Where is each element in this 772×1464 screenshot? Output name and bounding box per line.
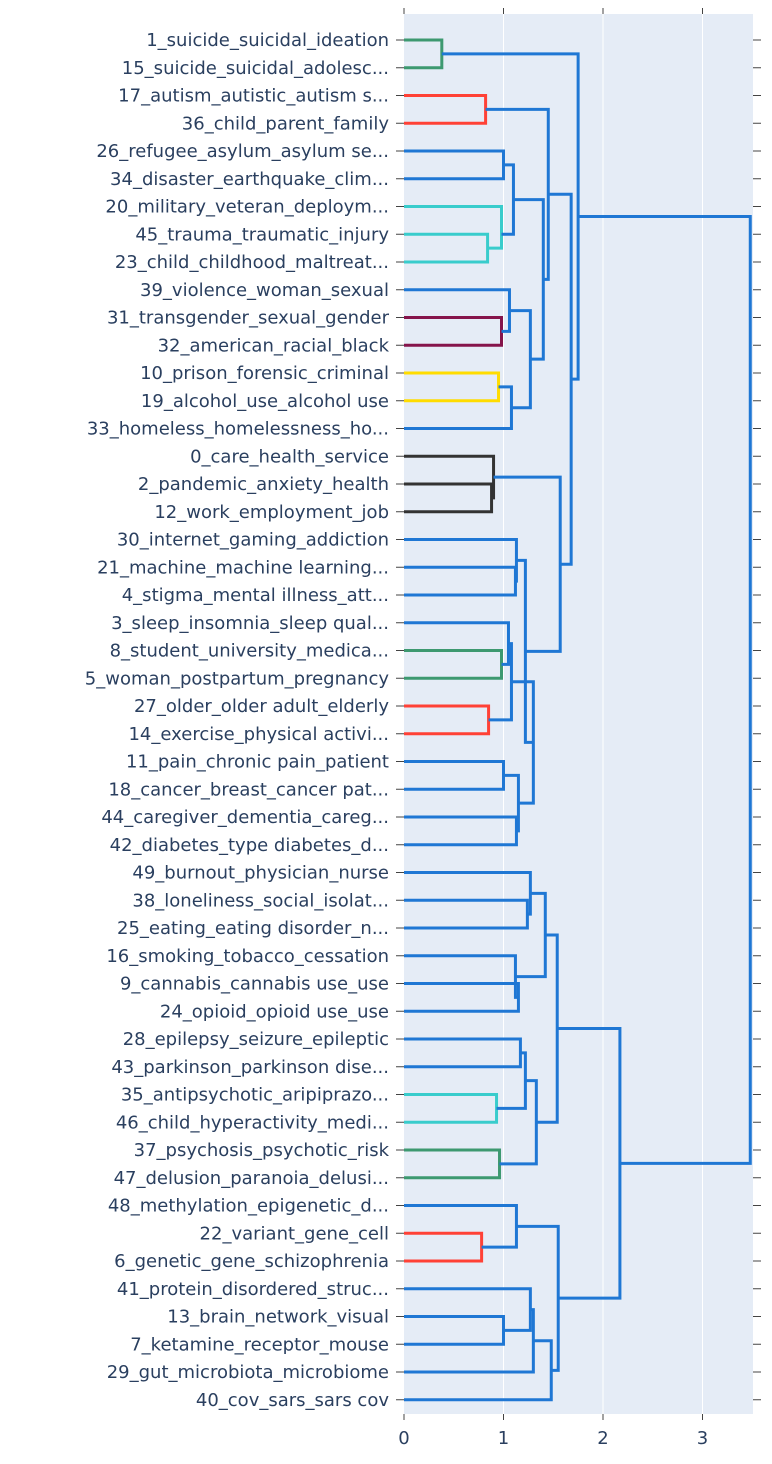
leaf-label: 23_child_childhood_maltreat... bbox=[115, 252, 389, 273]
leaf-label: 39_violence_woman_sexual bbox=[140, 280, 389, 301]
leaf-label: 37_psychosis_psychotic_risk bbox=[134, 1140, 390, 1161]
leaf-label: 4_stigma_mental illness_att... bbox=[122, 585, 389, 606]
leaf-label: 21_machine_machine learning... bbox=[97, 557, 389, 578]
leaf-label: 46_child_hyperactivity_medi... bbox=[116, 1112, 389, 1133]
dendrogram-link bbox=[578, 214, 752, 1165]
leaf-labels: 1_suicide_suicidal_ideation 15_suicide_su… bbox=[85, 30, 390, 1411]
leaf-label: 42_diabetes_type diabetes_d... bbox=[110, 835, 389, 856]
leaf-label: 29_gut_microbiota_microbiome bbox=[107, 1362, 389, 1383]
leaf-label: 2_pandemic_anxiety_health bbox=[138, 474, 389, 495]
leaf-label: 33_homeless_homelessness_ho... bbox=[87, 419, 389, 440]
leaf-ticks bbox=[396, 39, 761, 1401]
x-tick-label-1: 1 bbox=[498, 1428, 509, 1449]
leaf-label: 0_care_health_service bbox=[190, 446, 389, 467]
leaf-label: 49_burnout_physician_nurse bbox=[132, 863, 389, 884]
leaf-label: 15_suicide_suicidal_adolesc... bbox=[122, 58, 389, 79]
leaf-label: 9_cannabis_cannabis use_use bbox=[120, 974, 389, 995]
x-gridlines bbox=[503, 14, 703, 1414]
dendrogram-link bbox=[404, 205, 504, 250]
leaf-label: 10_prison_forensic_criminal bbox=[140, 363, 389, 384]
leaf-label: 25_eating_eating disorder_n... bbox=[117, 918, 389, 939]
leaf-label: 1_suicide_suicidal_ideation bbox=[146, 30, 389, 51]
leaf-label: 6_genetic_gene_schizophrenia bbox=[114, 1251, 389, 1272]
leaf-label: 24_opioid_opioid use_use bbox=[160, 1001, 389, 1022]
leaf-label: 43_parkinson_parkinson dise... bbox=[111, 1057, 389, 1078]
leaf-label: 28_epilepsy_seizure_epileptic bbox=[123, 1029, 389, 1050]
leaf-label: 16_smoking_tobacco_cessation bbox=[106, 946, 389, 967]
leaf-label: 40_cov_sars_sars cov bbox=[196, 1390, 389, 1411]
leaf-label: 22_variant_gene_cell bbox=[200, 1223, 389, 1244]
leaf-label: 30_internet_gaming_addiction bbox=[117, 530, 389, 551]
leaf-label: 48_methylation_epigenetic_d... bbox=[108, 1196, 389, 1217]
leaf-label: 26_refugee_asylum_asylum se... bbox=[96, 141, 389, 162]
leaf-label: 38_loneliness_social_isolat... bbox=[132, 890, 389, 911]
leaf-label: 5_woman_postpartum_pregnancy bbox=[85, 668, 390, 689]
leaf-label: 18_cancer_breast_cancer pat... bbox=[108, 779, 389, 800]
leaf-label: 47_delusion_paranoia_delusi... bbox=[114, 1168, 389, 1189]
leaf-label: 20_military_veteran_deploym... bbox=[105, 197, 389, 218]
leaf-label: 11_pain_chronic pain_patient bbox=[126, 752, 389, 773]
leaf-label: 17_autism_autistic_autism s... bbox=[118, 86, 389, 107]
leaf-label: 19_alcohol_use_alcohol use bbox=[141, 391, 389, 412]
leaf-label: 44_caregiver_dementia_careg... bbox=[101, 807, 389, 828]
dendrogram-links bbox=[404, 38, 752, 1402]
leaf-label: 45_trauma_traumatic_injury bbox=[135, 224, 389, 245]
leaf-label: 14_exercise_physical activi... bbox=[128, 724, 389, 745]
leaf-label: 7_ketamine_receptor_mouse bbox=[130, 1334, 389, 1355]
leaf-label: 32_american_racial_black bbox=[158, 335, 390, 356]
x-tick-label-3: 3 bbox=[697, 1428, 708, 1449]
leaf-label: 3_sleep_insomnia_sleep qual... bbox=[111, 613, 389, 634]
leaf-label: 8_student_university_medica... bbox=[110, 641, 389, 662]
leaf-label: 13_brain_network_visual bbox=[167, 1307, 389, 1328]
x-tick-label-0: 0 bbox=[398, 1428, 409, 1449]
leaf-label: 12_work_employment_job bbox=[154, 502, 389, 523]
x-axis: 0 1 2 3 bbox=[398, 8, 708, 1449]
leaf-label: 34_disaster_earthquake_clim... bbox=[110, 169, 389, 190]
leaf-label: 41_protein_disordered_struc... bbox=[117, 1279, 389, 1300]
leaf-label: 27_older_older adult_elderly bbox=[134, 696, 389, 717]
leaf-label: 36_child_parent_family bbox=[182, 113, 390, 134]
leaf-label: 35_antipsychotic_aripiprazo... bbox=[121, 1085, 389, 1106]
x-tick-label-2: 2 bbox=[597, 1428, 608, 1449]
leaf-label: 31_transgender_sexual_gender bbox=[107, 308, 390, 329]
